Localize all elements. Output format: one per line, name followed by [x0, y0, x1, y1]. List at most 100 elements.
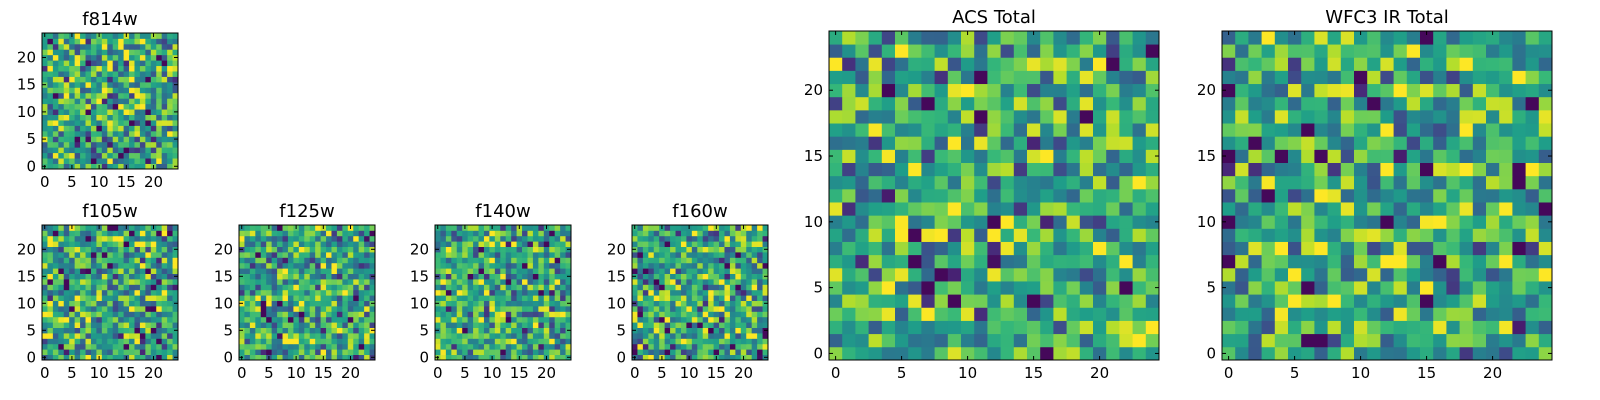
heatmap-cell [511, 306, 517, 312]
heatmap-cell [440, 246, 447, 253]
heatmap-cell [1053, 228, 1067, 242]
heatmap-cell [123, 343, 130, 350]
heatmap-cell [342, 241, 349, 247]
heatmap-cell [1420, 109, 1434, 124]
heatmap-cell [746, 268, 753, 274]
heatmap-cell [96, 136, 103, 143]
heatmap-cell [762, 311, 769, 318]
heatmap-cell [1538, 96, 1553, 111]
heatmap-cell [266, 300, 273, 307]
heatmap-cell [1499, 149, 1513, 163]
heatmap-cell [255, 279, 262, 285]
heatmap-cell [364, 241, 370, 247]
heatmap-cell [1406, 162, 1421, 177]
heatmap-cell [1145, 162, 1160, 177]
heatmap-cell [293, 230, 300, 237]
heatmap-cell [1486, 162, 1500, 177]
heatmap-cell [239, 230, 245, 237]
heatmap-cell [69, 141, 76, 148]
heatmap-cell [63, 109, 70, 115]
heatmap-cell [1106, 123, 1120, 137]
heatmap-cell [1446, 307, 1460, 321]
heatmap-cell [139, 60, 146, 67]
heatmap-cell [445, 354, 452, 361]
heatmap-cell [172, 262, 179, 269]
heatmap-cell [724, 311, 731, 318]
heatmap-cell [908, 149, 922, 163]
heatmap-cell [719, 349, 725, 355]
heatmap-cell [123, 241, 130, 247]
heatmap-cell [167, 235, 173, 242]
heatmap-cell [478, 343, 485, 350]
heatmap-cell [947, 31, 962, 45]
heatmap-cell [161, 322, 168, 328]
heatmap-cell [167, 65, 173, 72]
heatmap-cell [336, 349, 343, 355]
heatmap-cell [1433, 57, 1447, 71]
heatmap-cell [473, 268, 479, 274]
heatmap-cell [708, 289, 714, 296]
heatmap-cell [1053, 96, 1067, 111]
heatmap-cell [664, 235, 671, 242]
heatmap-cell [342, 316, 349, 323]
heatmap-cell [80, 114, 86, 121]
heatmap-cell [565, 241, 572, 247]
heatmap-cell [260, 268, 267, 274]
heatmap-cell [713, 327, 720, 334]
heatmap-cell [1314, 188, 1328, 203]
heatmap-cell [735, 343, 742, 350]
heatmap-cell [686, 279, 693, 285]
heatmap-cell [63, 262, 70, 269]
heatmap-cell [947, 281, 962, 295]
heatmap-cell [511, 338, 517, 345]
heatmap-cell [1248, 267, 1262, 282]
heatmap-cell [134, 54, 141, 61]
y-tick-label: 20 [607, 240, 626, 258]
heatmap-cell [1079, 96, 1094, 111]
heatmap-cell [1235, 149, 1249, 163]
heatmap-cell [52, 43, 59, 50]
heatmap-cell [260, 257, 267, 264]
heatmap-cell [282, 246, 289, 253]
heatmap-cell [1288, 57, 1302, 71]
heatmap-cell [664, 349, 671, 355]
heatmap-cell [150, 109, 157, 115]
heatmap-cell [80, 141, 86, 148]
heatmap-cell [500, 300, 507, 307]
heatmap-cell [58, 327, 65, 334]
heatmap-cell [987, 307, 1001, 321]
heatmap-cell [1145, 123, 1160, 137]
heatmap-cell [708, 225, 714, 231]
heatmap-cell [150, 306, 157, 312]
heatmap-cell [172, 103, 179, 110]
heatmap-cell [161, 120, 168, 126]
heatmap-cell [829, 307, 843, 321]
heatmap-cell [740, 230, 747, 237]
heatmap-cell [90, 327, 97, 334]
heatmap-cell [107, 92, 114, 99]
heatmap-cell [150, 246, 157, 253]
heatmap-cell [309, 354, 316, 361]
heatmap-cell [549, 262, 556, 269]
heatmap-cell [145, 43, 152, 50]
heatmap-cell [150, 76, 157, 83]
heatmap-cell [881, 202, 896, 216]
x-tick-label: 20 [144, 173, 163, 191]
heatmap-cell [494, 322, 501, 328]
heatmap-cell [47, 289, 54, 296]
heatmap-cell [145, 109, 152, 115]
heatmap-cell [702, 284, 709, 291]
heatmap-cell [101, 338, 108, 345]
heatmap-cell [1106, 307, 1120, 321]
heatmap-cell [134, 246, 141, 253]
heatmap-cell [172, 311, 179, 318]
heatmap-cell [680, 343, 687, 350]
heatmap-cell [47, 306, 54, 312]
heatmap-cell [1040, 307, 1054, 321]
heatmap-cell [156, 130, 163, 137]
heatmap-cell [1393, 188, 1408, 203]
heatmap-cell [112, 338, 119, 345]
heatmap-cell [456, 246, 463, 253]
heatmap-cell [1274, 307, 1289, 321]
heatmap-cell [107, 295, 114, 301]
